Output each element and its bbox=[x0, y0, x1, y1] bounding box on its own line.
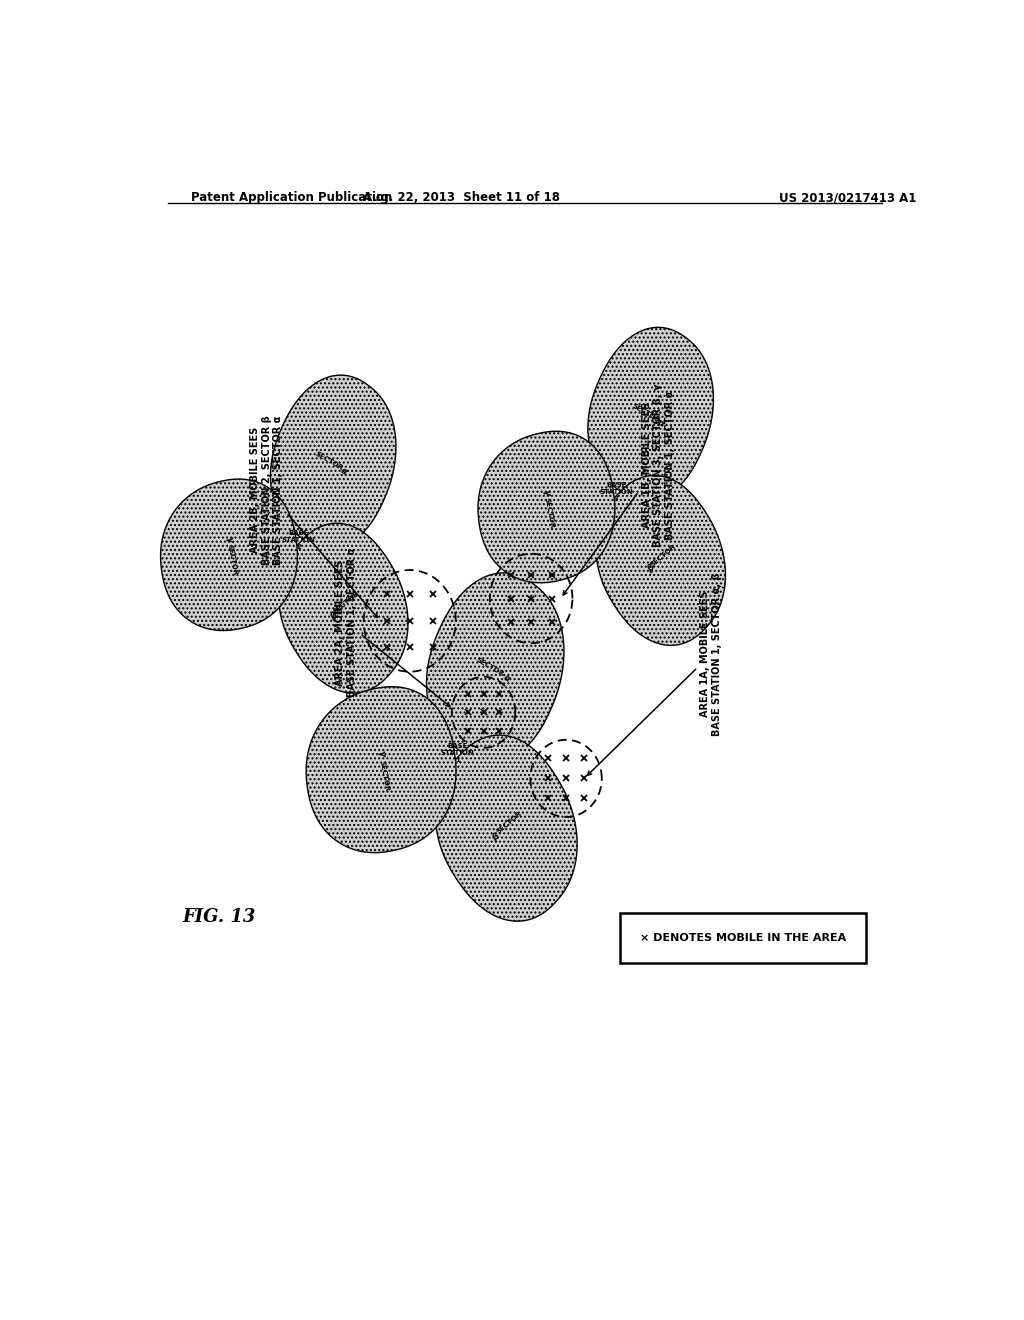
Text: SECTOR: SECTOR bbox=[226, 545, 238, 577]
Polygon shape bbox=[426, 573, 564, 763]
Text: α: α bbox=[501, 673, 511, 684]
Text: SECTOR: SECTOR bbox=[332, 590, 359, 615]
Text: γ: γ bbox=[542, 488, 552, 495]
Text: SECTOR: SECTOR bbox=[475, 656, 506, 677]
Text: SECTOR: SECTOR bbox=[496, 810, 523, 834]
Text: SECTOR: SECTOR bbox=[379, 760, 390, 792]
Text: BASE
STATION
3: BASE STATION 3 bbox=[599, 482, 633, 502]
Text: SECTOR: SECTOR bbox=[544, 496, 555, 528]
Text: α: α bbox=[338, 466, 348, 477]
Text: SECTOR: SECTOR bbox=[314, 450, 344, 471]
Text: × DENOTES MOBILE IN THE AREA: × DENOTES MOBILE IN THE AREA bbox=[640, 933, 846, 942]
Text: Aug. 22, 2013  Sheet 11 of 18: Aug. 22, 2013 Sheet 11 of 18 bbox=[362, 191, 560, 205]
Text: Patent Application Publication: Patent Application Publication bbox=[191, 191, 393, 205]
Text: AREA 2A, MOBILE SEES
BASE STATION 1, SECTOR α: AREA 2A, MOBILE SEES BASE STATION 1, SEC… bbox=[336, 548, 450, 706]
Text: BASE
STATION
2: BASE STATION 2 bbox=[282, 529, 315, 549]
Polygon shape bbox=[435, 735, 578, 921]
Text: γ: γ bbox=[377, 750, 386, 756]
Text: SECTOR: SECTOR bbox=[632, 403, 662, 424]
Polygon shape bbox=[270, 375, 396, 548]
Text: US 2013/0217413 A1: US 2013/0217413 A1 bbox=[778, 191, 916, 205]
Text: FIG. 13: FIG. 13 bbox=[182, 908, 255, 925]
Text: β: β bbox=[490, 832, 501, 842]
Polygon shape bbox=[306, 686, 456, 853]
Text: β: β bbox=[645, 564, 656, 574]
Text: AREA 1B, MOBILE SEES
BASE STATION 3, SECTOR β, γ
BASE STATION 1, SECTOR α: AREA 1B, MOBILE SEES BASE STATION 3, SEC… bbox=[563, 383, 675, 595]
Text: AREA 2B, MOBILE SEES
BASE STATION 2, SECTOR β
BASE STATION 1, SECTOR α: AREA 2B, MOBILE SEES BASE STATION 2, SEC… bbox=[250, 416, 378, 618]
Text: BASE
STATION
1: BASE STATION 1 bbox=[440, 743, 474, 763]
Text: β: β bbox=[328, 611, 339, 622]
Polygon shape bbox=[588, 327, 714, 500]
Text: γ: γ bbox=[224, 536, 234, 544]
Polygon shape bbox=[478, 432, 614, 582]
FancyBboxPatch shape bbox=[620, 912, 866, 964]
Polygon shape bbox=[279, 523, 408, 693]
Text: AREA 1A, MOBILE SEES
BASE STATION 1, SECTOR α, β: AREA 1A, MOBILE SEES BASE STATION 1, SEC… bbox=[588, 572, 722, 775]
Polygon shape bbox=[596, 475, 725, 645]
Polygon shape bbox=[161, 479, 297, 631]
Text: α: α bbox=[655, 418, 666, 429]
Text: SECTOR: SECTOR bbox=[649, 543, 677, 568]
